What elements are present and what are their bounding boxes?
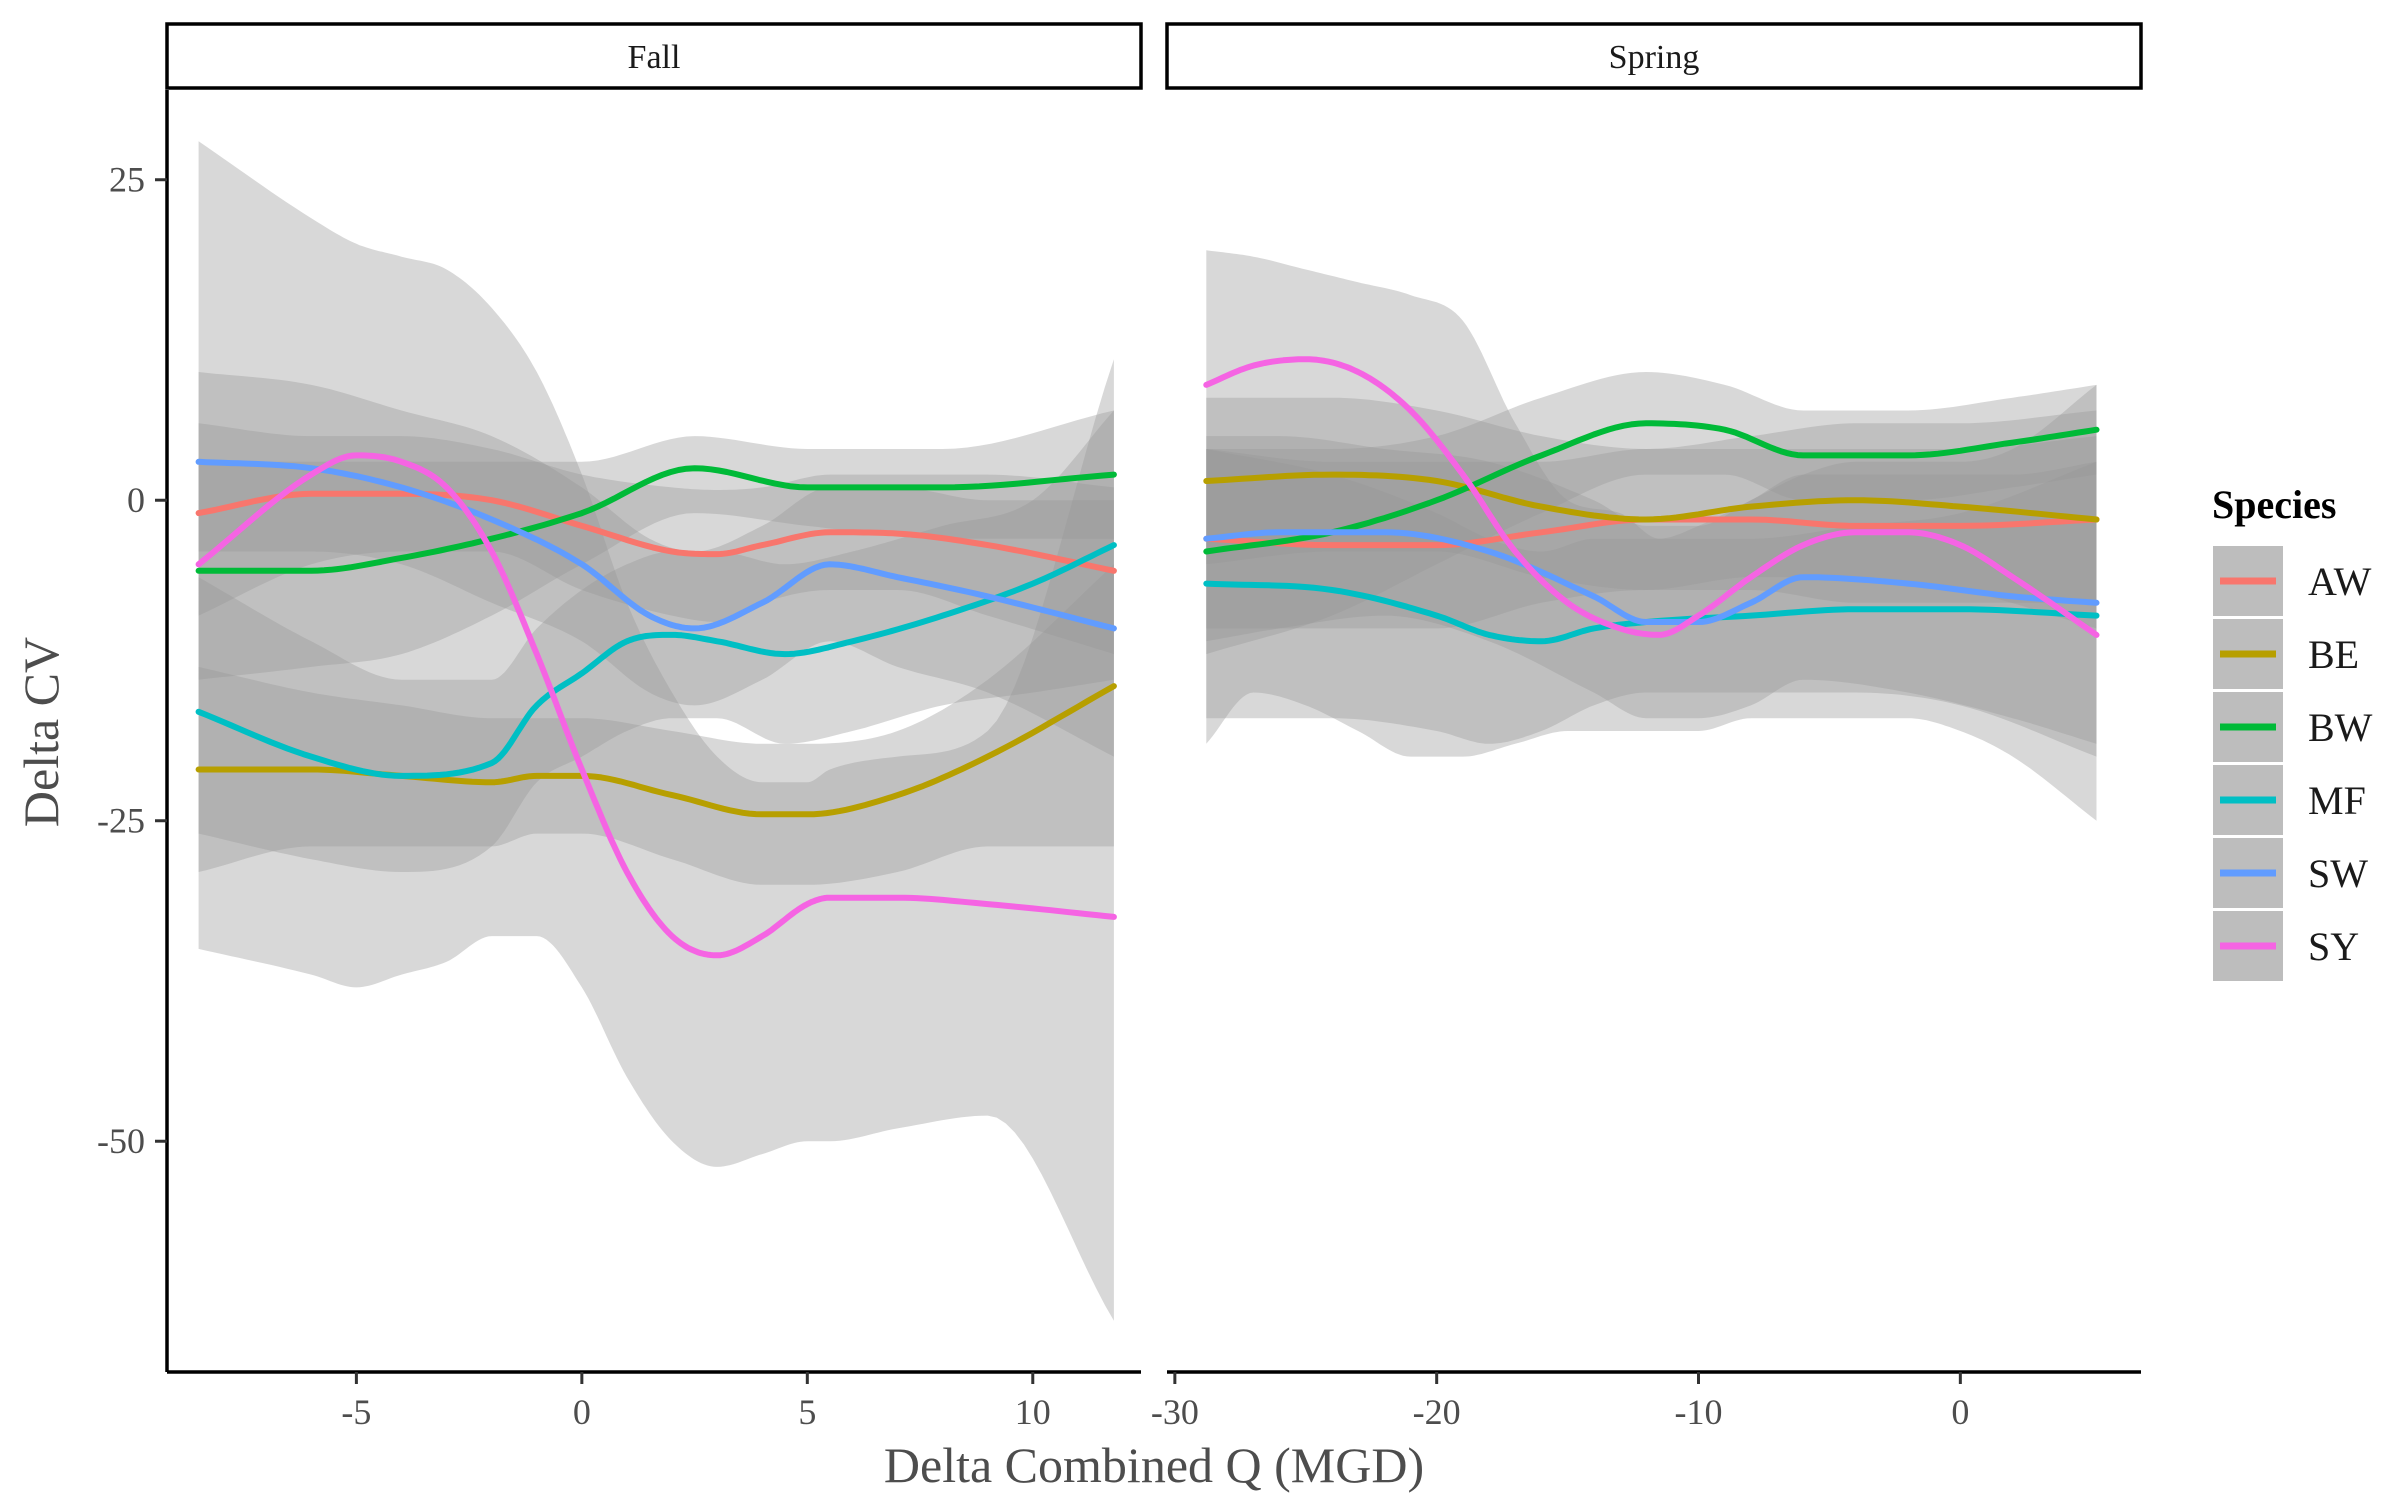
line-fall-sw <box>195 458 1117 632</box>
ribbon-spring-sy <box>1206 250 2097 821</box>
legend-item-mf: MF <box>2211 763 2366 837</box>
legend-label-sy: SY <box>2308 924 2359 969</box>
x-tick-label-fall: 10 <box>1015 1392 1051 1432</box>
legend-label-bw: BW <box>2308 705 2373 750</box>
y-tick-label: -25 <box>97 801 145 841</box>
ribbon-fall-aw <box>198 423 1114 655</box>
legend-label-mf: MF <box>2308 778 2366 823</box>
line-fall-sy <box>195 452 1117 959</box>
y-axis: 25 0 -25 -50 <box>97 90 169 1372</box>
x-tick-label-spring: -20 <box>1413 1392 1461 1432</box>
x-axis-title: Delta Combined Q (MGD) <box>884 1437 1424 1493</box>
legend-item-sy: SY <box>2211 909 2359 983</box>
ribbon-spring-bw <box>1206 372 2097 655</box>
legend-label-sw: SW <box>2308 851 2368 896</box>
line-spring-sy <box>1203 356 2100 638</box>
x-tick-label-spring: -10 <box>1675 1392 1723 1432</box>
line-fall-aw <box>195 490 1117 574</box>
facet-panels: Fall -5 0 5 10 Spring -30 -20 -10 0 <box>165 22 2143 1432</box>
legend-label-aw: AW <box>2308 559 2372 604</box>
legend-title: Species <box>2212 482 2336 527</box>
line-fall-bw <box>195 465 1117 574</box>
ribbon-fall-sy <box>198 141 1114 1321</box>
legend-item-aw: AW <box>2211 544 2372 618</box>
legend-item-bw: BW <box>2211 690 2373 764</box>
strip-fall-box <box>165 22 1143 90</box>
x-tick-label-fall: 0 <box>573 1392 591 1432</box>
y-axis-title: Delta CV <box>13 637 69 827</box>
line-fall-mf <box>195 542 1117 779</box>
legend-item-be: BE <box>2211 617 2359 691</box>
line-spring-be <box>1203 471 2100 523</box>
ribbon-fall-bw <box>198 410 1114 680</box>
strip-fall-label: Fall <box>628 39 681 76</box>
ribbon-fall-mf <box>198 410 1114 872</box>
ribbon-spring-sw <box>1206 436 2097 744</box>
line-spring-mf <box>1203 580 2100 645</box>
y-tick-label: -50 <box>97 1121 145 1161</box>
ribbon-fall-be <box>198 564 1114 885</box>
line-spring-sw <box>1203 529 2100 625</box>
panel-fall: Fall -5 0 5 10 <box>165 22 1143 1432</box>
legend-item-sw: SW <box>2211 836 2368 910</box>
x-tick-label-spring: -30 <box>1151 1392 1199 1432</box>
strip-spring-label: Spring <box>1609 39 1700 76</box>
x-tick-label-fall: 5 <box>798 1392 816 1432</box>
x-tick-label-spring: 0 <box>1951 1392 1969 1432</box>
legend-keys: AW BE BW MF SW SY <box>2211 544 2373 983</box>
legend-label-be: BE <box>2308 632 2359 677</box>
ribbon-fall-sw <box>198 372 1114 757</box>
legend: Species AW BE BW MF SW SY <box>2211 482 2373 983</box>
panel-spring: Spring -30 -20 -10 0 <box>1151 22 2143 1432</box>
y-tick-label: 0 <box>127 480 145 520</box>
line-spring-bw <box>1203 420 2100 555</box>
strip-spring-box <box>1165 22 2143 90</box>
x-tick-label-fall: -5 <box>341 1392 371 1432</box>
y-tick-label: 25 <box>109 160 145 200</box>
